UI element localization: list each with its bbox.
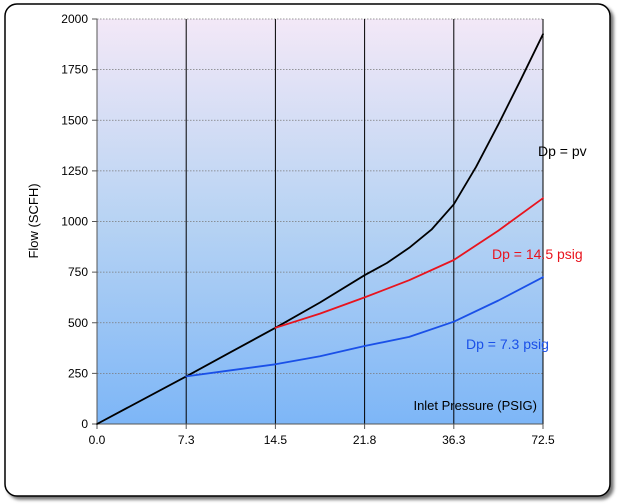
vertical-grid: [96, 19, 544, 429]
x-tick-label: 36.3: [442, 433, 466, 447]
y-tick-label: 1500: [61, 113, 88, 127]
x-tick-label: 0.0: [89, 433, 106, 447]
series-lines: [96, 33, 544, 425]
series-line-1: [274, 197, 544, 329]
x-tick-label: 7.3: [178, 433, 195, 447]
x-tick-label: 72.5: [531, 433, 555, 447]
y-tick-label: 500: [68, 316, 88, 330]
y-tick-label: 2000: [61, 12, 88, 26]
series-line-2: [185, 276, 544, 378]
y-tick-label: 750: [68, 265, 88, 279]
y-tick-label: 250: [68, 366, 88, 380]
x-tick-label: 21.8: [353, 433, 377, 447]
series-label-dp-14-5: Dp = 14.5 psig: [492, 246, 583, 262]
y-tick-label: 1250: [61, 164, 88, 178]
horizontal-grid: [92, 18, 543, 425]
series-label-dp-pv: Dp = pv: [538, 143, 587, 159]
y-tick-labels: 0 250 500 750 1000 1250 1500 1750 2000: [61, 12, 88, 431]
y-tick-label: 1000: [61, 215, 88, 229]
x-tick-label: 14.5: [264, 433, 288, 447]
series-label-dp-7-3: Dp = 7.3 psig: [466, 336, 549, 352]
x-axis-title: Inlet Pressure (PSIG): [413, 398, 537, 413]
series-line-0: [96, 33, 544, 425]
y-tick-label: 0: [81, 417, 88, 431]
y-axis-title: Flow (SCFH): [26, 183, 41, 258]
x-tick-labels: 0.0 7.3 14.5 21.8 36.3 72.5: [89, 433, 555, 447]
y-tick-label: 1750: [61, 63, 88, 77]
